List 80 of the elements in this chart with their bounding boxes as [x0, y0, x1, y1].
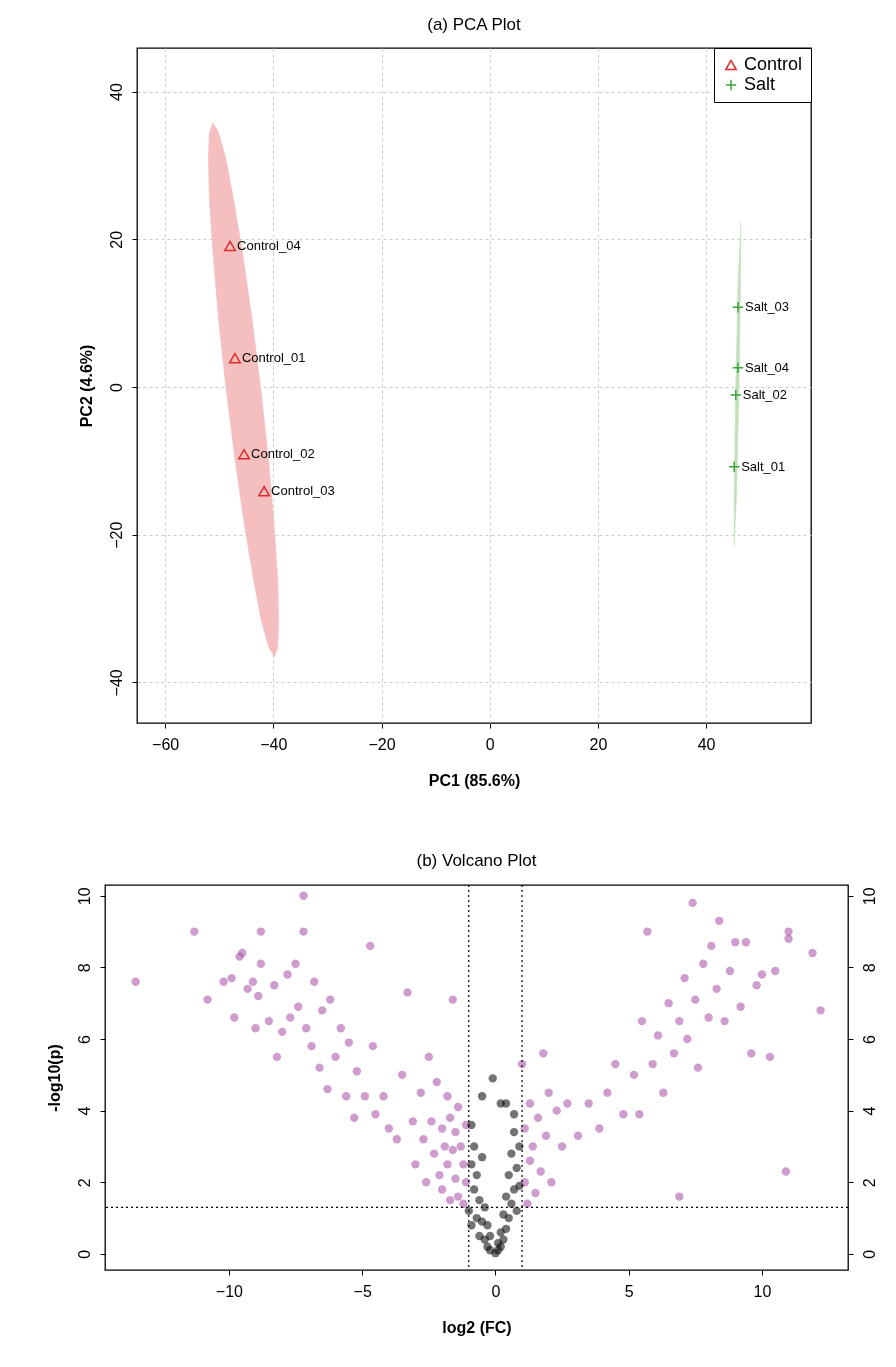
point: [729, 389, 742, 402]
annotation: Salt_03: [744, 299, 790, 315]
y2-tick-label: 8: [860, 963, 878, 973]
point: [224, 240, 237, 252]
y2-tick-label: 2: [860, 1178, 878, 1188]
y-axis-title: -log10(p): [45, 1044, 63, 1112]
point: [507, 1199, 516, 1208]
point: [731, 301, 744, 314]
point: [475, 1195, 484, 1205]
x-axis-title: log2 (FC): [442, 1318, 512, 1336]
point: [469, 1185, 479, 1194]
point: [467, 1221, 476, 1230]
point: [504, 1213, 513, 1223]
y-tick-label: 0: [107, 382, 125, 392]
point: [501, 1192, 511, 1201]
x-tick-label: 20: [589, 735, 608, 753]
point: [469, 1142, 479, 1151]
point: [485, 1231, 495, 1241]
point: [504, 1170, 513, 1180]
x-axis-title: PC1 (85.6%): [428, 771, 521, 789]
y2-tick-label: 10: [860, 887, 878, 906]
x-tick-label: 0: [485, 735, 495, 753]
point: [507, 1149, 516, 1158]
point: [477, 1092, 487, 1101]
y2-tick-label: 0: [860, 1249, 878, 1259]
point: [499, 1235, 508, 1244]
y-tick-label: 20: [107, 230, 125, 249]
annotation: Control_01: [241, 350, 306, 366]
point: [515, 1142, 524, 1151]
x-tick-label: −60: [152, 735, 180, 753]
y2-tick-label: 6: [860, 1034, 878, 1044]
point: [467, 1160, 476, 1169]
point: [512, 1163, 521, 1173]
point: [238, 448, 251, 460]
x-tick-label: 10: [753, 1282, 772, 1300]
point: [515, 1181, 524, 1191]
annotation: Control_03: [271, 483, 335, 499]
x-tick-label: −10: [215, 1282, 244, 1300]
point: [258, 485, 271, 497]
point: [477, 1153, 487, 1162]
annotation: Salt_04: [744, 359, 790, 375]
point: [483, 1221, 492, 1230]
point: [467, 1120, 476, 1130]
annotation: Salt_01: [741, 458, 786, 474]
y-tick-label: 8: [75, 963, 93, 973]
annotation: Control_02: [251, 446, 315, 462]
point: [501, 1099, 511, 1108]
annotation: Control_04: [237, 237, 301, 253]
point: [501, 1224, 511, 1233]
annotation: Salt_02: [742, 387, 787, 403]
point: [488, 1074, 497, 1083]
x-tick-label: 5: [624, 1282, 634, 1300]
x-tick-label: −5: [353, 1282, 372, 1300]
point: [464, 1206, 473, 1216]
chart-title: (b) Volcano Plot: [416, 851, 537, 871]
point: [228, 352, 241, 364]
y-tick-label: 4: [75, 1106, 93, 1116]
point: [728, 460, 741, 473]
point: [512, 1206, 521, 1216]
y-tick-label: −40: [107, 669, 125, 697]
x-tick-label: 40: [697, 735, 716, 753]
y2-tick-label: 4: [860, 1106, 878, 1116]
y-tick-label: 6: [75, 1034, 93, 1044]
chart-title: (a) PCA Plot: [427, 14, 522, 34]
y-tick-label: 0: [75, 1249, 93, 1259]
y-tick-label: 2: [75, 1178, 93, 1188]
y-tick-label: 40: [107, 83, 125, 101]
point: [509, 1110, 519, 1119]
point: [496, 1242, 505, 1251]
y-tick-label: 10: [75, 887, 93, 906]
y-axis-title: PC2 (4.6%): [77, 344, 95, 428]
legend-label: Salt: [744, 74, 776, 94]
legend-label: Control: [744, 54, 803, 74]
x-tick-label: 0: [491, 1282, 501, 1300]
y-tick-label: −20: [107, 521, 125, 549]
point: [472, 1170, 481, 1180]
x-tick-label: −20: [368, 735, 396, 753]
x-tick-label: −40: [260, 735, 288, 753]
point: [509, 1127, 519, 1137]
point: [731, 361, 744, 374]
